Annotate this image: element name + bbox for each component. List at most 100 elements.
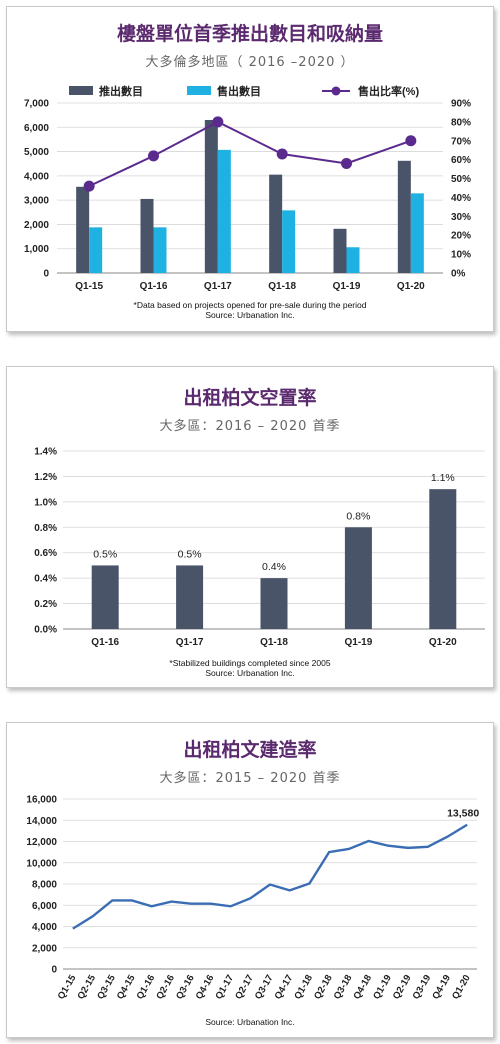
data-label: 0.4% xyxy=(262,561,286,573)
x-tick-label: Q1-18 xyxy=(292,973,315,1001)
chart-title: 出租柏文建造率 xyxy=(183,739,317,761)
x-tick-label: Q1-19 xyxy=(345,637,373,648)
y-tick-label: 0 xyxy=(43,269,49,280)
x-tick-label: Q1-16 xyxy=(135,973,158,1001)
legend-label: 售出數目 xyxy=(216,84,261,98)
bar xyxy=(89,227,103,273)
line-point xyxy=(341,157,352,169)
y-tick-label: 2,000 xyxy=(24,220,49,231)
x-tick-label: Q2-16 xyxy=(154,973,177,1001)
y-tick-label: 6,000 xyxy=(32,901,57,912)
chart-subtitle: 大多倫多地區（ 2016 –2020 ） xyxy=(145,55,355,70)
y-tick-label: 0.6% xyxy=(34,548,57,559)
source-note: Source: Urbanation Inc. xyxy=(205,668,295,678)
line-point xyxy=(83,180,95,192)
x-tick-label: Q2-18 xyxy=(312,973,335,1001)
line-point xyxy=(276,148,288,160)
y-tick-label: 0.2% xyxy=(34,599,57,610)
x-tick-label: Q1-15 xyxy=(75,281,103,292)
x-tick-label: Q1-15 xyxy=(56,972,79,1001)
y2-tick-label: 60% xyxy=(451,155,471,166)
chart-subtitle: 大多區：2015 – 2020 首季 xyxy=(159,771,341,786)
chart-panel-vacancy: 出租柏文空置率 大多區：2016 – 2020 首季 0.0% 0.2% 0.4% 0… xyxy=(6,366,494,688)
y2-tick-label: 0% xyxy=(451,269,466,280)
chart-panel-construction: 出租柏文建造率 大多區：2015 – 2020 首季 0 2,000 4,000 6,… xyxy=(6,722,494,1038)
y-tick-label: 0.0% xyxy=(34,625,57,636)
chart-note: *Stabilized buildings completed since 20… xyxy=(7,658,493,678)
x-tick-label: Q1-16 xyxy=(140,281,168,292)
x-tick-label: Q1-20 xyxy=(450,973,473,1001)
x-tick-label: Q2-19 xyxy=(391,973,414,1001)
data-label: 0.5% xyxy=(178,548,202,560)
x-tick-label: Q1-19 xyxy=(333,281,361,292)
bar xyxy=(346,247,360,273)
x-tick-label: Q3-15 xyxy=(95,972,118,1001)
presale-chart: 0 1,000 2,000 3,000 4,000 5,000 6,000 7,000 0% 10… xyxy=(24,84,471,292)
y-tick-label: 16,000 xyxy=(26,795,57,806)
bar xyxy=(153,227,167,273)
x-tick-label: Q3-17 xyxy=(253,973,276,1001)
bar xyxy=(76,186,90,273)
bar xyxy=(269,174,283,273)
y-tick-label: 1.4% xyxy=(34,447,57,458)
x-tick-label: Q1-17 xyxy=(176,637,204,648)
bar xyxy=(204,120,218,273)
legend-marker xyxy=(331,86,341,96)
line-point xyxy=(405,135,417,147)
y-tick-label: 14,000 xyxy=(26,816,57,827)
x-tick-label: Q1-17 xyxy=(213,973,236,1001)
data-label: 13,580 xyxy=(447,808,479,820)
source-note: Source: Urbanation Inc. xyxy=(205,310,295,320)
line-point xyxy=(212,116,224,128)
x-tick-label: Q1-18 xyxy=(260,637,288,648)
x-tick-label: Q4-17 xyxy=(273,973,296,1001)
y2-tick-label: 80% xyxy=(451,117,471,128)
x-tick-label: Q1-20 xyxy=(429,637,457,648)
y2-tick-label: 20% xyxy=(451,231,471,242)
y-tick-label: 0 xyxy=(51,965,57,976)
y2-tick-label: 70% xyxy=(451,136,471,147)
bar xyxy=(333,228,347,273)
bar xyxy=(176,565,204,629)
x-tick-label: Q3-16 xyxy=(174,973,197,1001)
data-label: 1.1% xyxy=(431,472,455,484)
y2-tick-label: 30% xyxy=(451,212,471,223)
bar xyxy=(217,149,231,273)
y2-tick-label: 50% xyxy=(451,174,471,185)
y-tick-label: 4,000 xyxy=(32,922,57,933)
chart-title: 出租柏文空置率 xyxy=(183,387,317,409)
bar xyxy=(91,565,119,629)
data-label: 0.8% xyxy=(346,510,370,522)
bar xyxy=(397,160,411,273)
x-tick-label: Q1-19 xyxy=(371,973,394,1001)
bar xyxy=(282,210,296,273)
y-tick-label: 6,000 xyxy=(24,123,49,134)
source-note: Source: Urbanation Inc. xyxy=(205,1017,295,1027)
bar xyxy=(344,527,372,629)
y-tick-label: 7,000 xyxy=(24,99,49,110)
bar xyxy=(410,193,424,273)
legend-label: 售出比率(%) xyxy=(357,84,419,98)
x-tick-label: Q2-17 xyxy=(233,973,256,1001)
y2-tick-label: 40% xyxy=(451,193,471,204)
x-tick-label: Q3-18 xyxy=(332,973,355,1001)
legend-swatch xyxy=(187,86,211,95)
chart-note: *Data based on projects opened for pre-s… xyxy=(7,300,493,320)
legend-label: 推出數目 xyxy=(99,84,143,98)
y-tick-label: 12,000 xyxy=(26,837,57,848)
y-tick-label: 10,000 xyxy=(26,858,57,869)
bar xyxy=(260,578,288,629)
y-tick-label: 1.2% xyxy=(34,472,57,483)
chart-subtitle: 大多區：2016 – 2020 首季 xyxy=(159,419,341,434)
y-tick-label: 0.4% xyxy=(34,574,57,585)
y-tick-label: 8,000 xyxy=(32,880,57,891)
y-tick-label: 4,000 xyxy=(24,171,49,182)
y-tick-label: 5,000 xyxy=(24,147,49,158)
y-tick-label: 3,000 xyxy=(24,196,49,207)
x-tick-label: Q4-19 xyxy=(430,973,453,1001)
x-tick-label: Q4-15 xyxy=(115,972,138,1001)
construction-chart: 0 2,000 4,000 6,000 8,000 10,000 12,000 14,000 1… xyxy=(26,795,479,1002)
data-footnote: *Stabilized buildings completed since 20… xyxy=(169,658,331,668)
x-tick-label: Q4-16 xyxy=(194,973,217,1001)
data-label: 0.5% xyxy=(93,548,117,560)
